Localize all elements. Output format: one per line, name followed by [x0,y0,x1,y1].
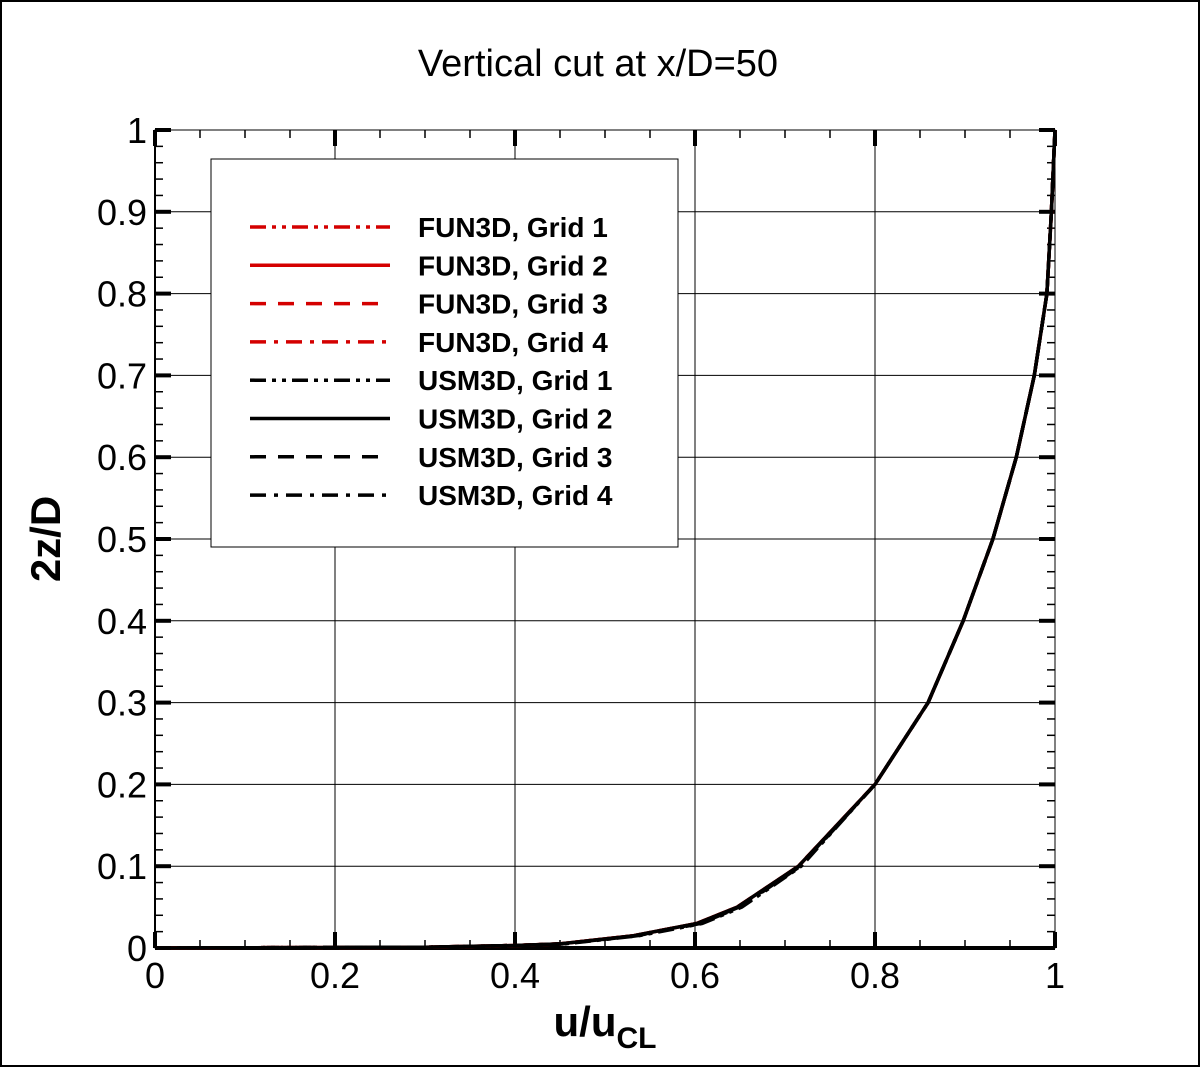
y-tick-label: 0.9 [97,192,147,233]
legend-label: FUN3D, Grid 4 [418,327,608,358]
y-tick-label: 0.4 [97,601,147,642]
y-tick-label: 0.6 [97,437,147,478]
y-tick-label: 0 [127,928,147,969]
chart-title: Vertical cut at x/D=50 [418,43,778,85]
x-axis-label: u/uCL [554,998,657,1055]
y-tick-label: 1 [127,110,147,151]
series-line-usm3d-grid-3 [154,129,1057,950]
series-group [154,129,1057,950]
x-tick-label: 0.6 [670,955,720,996]
axis-ticks: 0 0.2 0.4 0.6 0.8 1 0 0.1 0.2 0.3 0.4 0.5 0.6 0.7 0.8 0… [97,110,1065,996]
y-tick-label: 0.3 [97,683,147,724]
x-tick-label: 0.4 [490,955,540,996]
legend-label: FUN3D, Grid 2 [418,250,608,281]
x-tick-label: 0 [145,955,165,996]
y-tick-label: 0.7 [97,355,147,396]
legend-label: USM3D, Grid 4 [418,480,613,511]
legend-label: USM3D, Grid 3 [418,442,612,473]
y-tick-label: 0.8 [97,274,147,315]
x-tick-label: 0.2 [310,955,360,996]
legend-label: USM3D, Grid 1 [418,365,612,396]
x-tick-label: 1 [1045,955,1065,996]
y-tick-label: 0.2 [97,764,147,805]
y-axis-label: 2z/D [22,496,69,582]
y-tick-label: 0.5 [97,519,147,560]
legend-label: USM3D, Grid 2 [418,404,612,435]
legend-label: FUN3D, Grid 3 [418,289,608,320]
legend-label: FUN3D, Grid 1 [418,212,608,243]
x-tick-label: 0.8 [850,955,900,996]
y-tick-label: 0.1 [97,846,147,887]
x-axis-label-main: u/u [554,998,617,1045]
legend-box [210,158,679,548]
legend: FUN3D, Grid 1 FUN3D, Grid 2 FUN3D, Grid 3 F… [210,158,679,548]
x-axis-label-subscript: CL [616,1022,656,1055]
